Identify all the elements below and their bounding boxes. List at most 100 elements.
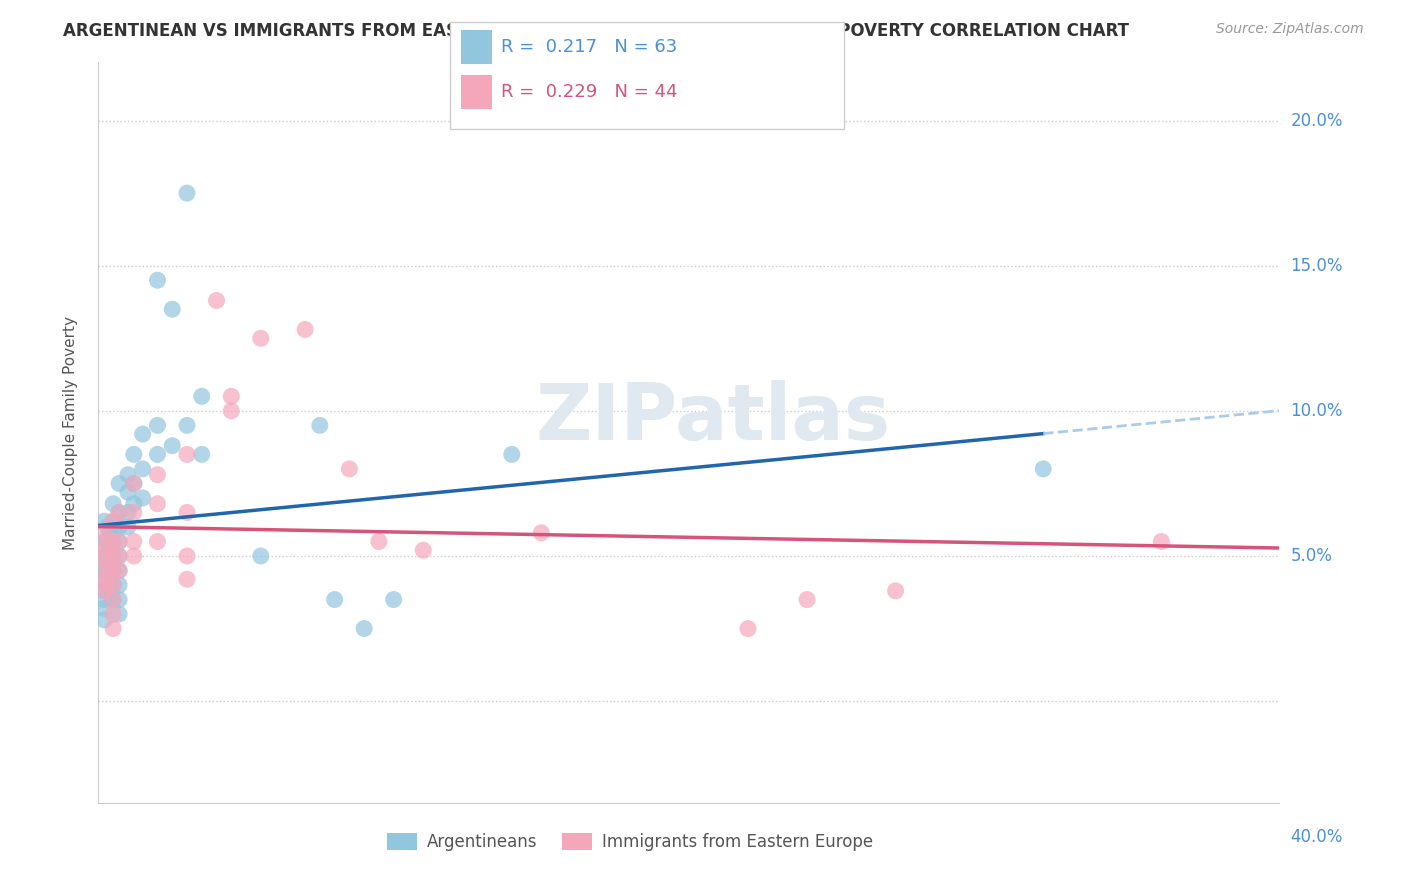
Point: [93, 572, 115, 586]
Point: [176, 447, 198, 461]
Point: [191, 447, 214, 461]
Point: [309, 418, 332, 433]
Point: [98, 572, 121, 586]
Text: 20.0%: 20.0%: [1291, 112, 1343, 129]
Point: [96, 564, 118, 578]
Point: [108, 476, 131, 491]
Point: [146, 534, 169, 549]
Point: [176, 506, 198, 520]
Point: [96, 578, 118, 592]
Point: [108, 578, 131, 592]
Text: ARGENTINEAN VS IMMIGRANTS FROM EASTERN EUROPE MARRIED-COUPLE FAMILY POVERTY CORR: ARGENTINEAN VS IMMIGRANTS FROM EASTERN E…: [63, 22, 1129, 40]
Point: [530, 525, 553, 540]
Text: R =  0.217   N = 63: R = 0.217 N = 63: [501, 38, 676, 56]
Y-axis label: Married-Couple Family Poverty: Married-Couple Family Poverty: [63, 316, 77, 549]
Point: [96, 549, 118, 563]
Point: [96, 534, 118, 549]
Point: [108, 564, 131, 578]
Point: [96, 520, 118, 534]
Point: [103, 564, 125, 578]
Point: [108, 534, 131, 549]
Point: [294, 322, 316, 336]
Point: [103, 534, 125, 549]
Point: [132, 462, 155, 476]
Point: [103, 525, 125, 540]
Text: ZIPatlas: ZIPatlas: [536, 380, 890, 456]
Point: [108, 520, 131, 534]
Point: [162, 439, 183, 453]
Point: [250, 549, 273, 563]
Point: [117, 485, 139, 500]
Point: [117, 467, 139, 482]
Point: [103, 592, 125, 607]
Text: Source: ZipAtlas.com: Source: ZipAtlas.com: [1216, 22, 1364, 37]
Point: [108, 549, 131, 563]
Point: [1032, 462, 1054, 476]
Point: [103, 514, 125, 528]
Point: [93, 549, 115, 563]
Point: [117, 506, 139, 520]
Point: [103, 497, 125, 511]
Point: [122, 549, 145, 563]
Point: [796, 592, 818, 607]
Point: [93, 613, 115, 627]
Point: [117, 520, 139, 534]
Point: [108, 506, 131, 520]
Point: [501, 447, 523, 461]
Point: [176, 186, 198, 200]
Point: [132, 427, 155, 442]
Point: [93, 555, 115, 569]
Point: [93, 564, 115, 578]
Point: [122, 476, 145, 491]
Point: [103, 514, 125, 528]
Point: [191, 389, 214, 403]
Point: [221, 404, 243, 418]
Point: [93, 601, 115, 615]
Point: [176, 572, 198, 586]
Point: [146, 273, 169, 287]
Text: 40.0%: 40.0%: [1291, 828, 1343, 846]
Point: [122, 534, 145, 549]
Point: [96, 534, 118, 549]
Text: 15.0%: 15.0%: [1291, 257, 1343, 275]
Point: [96, 564, 118, 578]
Point: [108, 607, 131, 621]
Point: [98, 555, 121, 569]
Point: [93, 592, 115, 607]
Point: [122, 476, 145, 491]
Point: [146, 447, 169, 461]
Point: [108, 549, 131, 563]
Point: [93, 543, 115, 558]
Point: [146, 497, 169, 511]
Point: [93, 583, 115, 598]
Point: [221, 389, 243, 403]
Point: [323, 592, 346, 607]
Point: [737, 622, 759, 636]
Point: [122, 497, 145, 511]
Point: [93, 534, 115, 549]
Point: [146, 467, 169, 482]
Point: [103, 607, 125, 621]
Point: [162, 302, 183, 317]
Point: [176, 418, 198, 433]
Text: 10.0%: 10.0%: [1291, 401, 1343, 420]
Point: [176, 549, 198, 563]
Point: [103, 592, 125, 607]
Text: R =  0.229   N = 44: R = 0.229 N = 44: [501, 83, 678, 101]
Point: [103, 549, 125, 563]
Point: [93, 514, 115, 528]
Point: [96, 549, 118, 563]
Point: [103, 622, 125, 636]
Point: [93, 555, 115, 569]
Point: [93, 583, 115, 598]
Point: [98, 525, 121, 540]
Point: [205, 293, 228, 308]
Point: [93, 572, 115, 586]
Legend: Argentineans, Immigrants from Eastern Europe: Argentineans, Immigrants from Eastern Eu…: [380, 826, 880, 857]
Point: [122, 506, 145, 520]
Point: [884, 583, 907, 598]
Point: [122, 447, 145, 461]
Point: [132, 491, 155, 505]
Point: [108, 534, 131, 549]
Point: [353, 622, 375, 636]
